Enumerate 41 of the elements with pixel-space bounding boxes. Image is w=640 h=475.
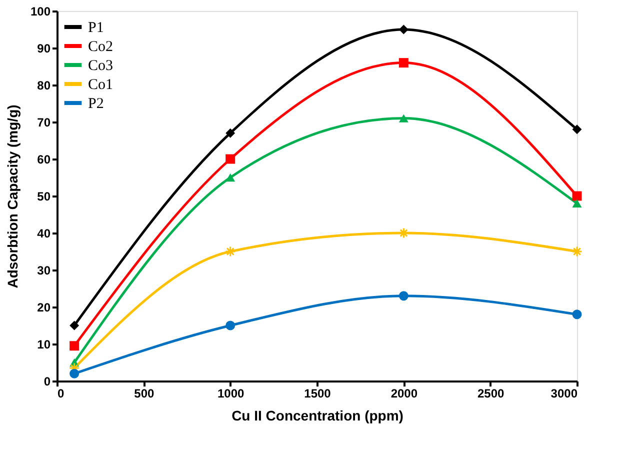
x-axis-title: Cu II Concentration (ppm) xyxy=(232,408,404,424)
y-tick-label: 10 xyxy=(37,338,51,352)
x-tick-label: 0 xyxy=(58,386,64,400)
x-tick-label: 1500 xyxy=(304,386,332,400)
legend-label: Co3 xyxy=(88,58,114,74)
point xyxy=(226,320,236,330)
y-tick-label: 0 xyxy=(44,374,51,388)
point xyxy=(226,128,236,138)
point xyxy=(398,291,408,301)
x-tick-label: 3000 xyxy=(550,386,578,400)
point xyxy=(572,124,582,134)
point xyxy=(398,58,408,68)
y-tick-label: 70 xyxy=(37,116,51,130)
x-tick-label: 2000 xyxy=(390,386,418,400)
point xyxy=(572,310,582,320)
x-tick-label: 2500 xyxy=(477,386,505,400)
point xyxy=(224,246,236,257)
y-axis-title: Adsorbtion Capacity (mg/g) xyxy=(4,104,20,288)
y-tick-label: 60 xyxy=(37,152,51,166)
point xyxy=(398,24,408,34)
y-tick-label: 50 xyxy=(37,190,51,204)
legend-label: Co1 xyxy=(88,77,114,93)
point xyxy=(70,320,80,330)
point xyxy=(70,368,80,378)
y-tick-label: 30 xyxy=(37,264,51,278)
legend-label: Co2 xyxy=(88,39,114,55)
y-tick-label: 20 xyxy=(37,300,51,314)
x-tick-label: 500 xyxy=(134,386,154,400)
y-tick-label: 100 xyxy=(30,4,51,18)
point xyxy=(398,114,408,122)
point xyxy=(226,173,236,182)
y-tick-label: 90 xyxy=(37,42,51,56)
y-tick-label: 80 xyxy=(37,78,51,92)
legend-label: P2 xyxy=(88,96,104,112)
point xyxy=(572,199,582,208)
legend-label: P1 xyxy=(88,20,104,36)
point xyxy=(70,341,80,351)
y-tick-label: 40 xyxy=(37,226,51,240)
point xyxy=(572,246,582,257)
point xyxy=(226,154,236,164)
x-tick-label: 1000 xyxy=(217,386,245,400)
